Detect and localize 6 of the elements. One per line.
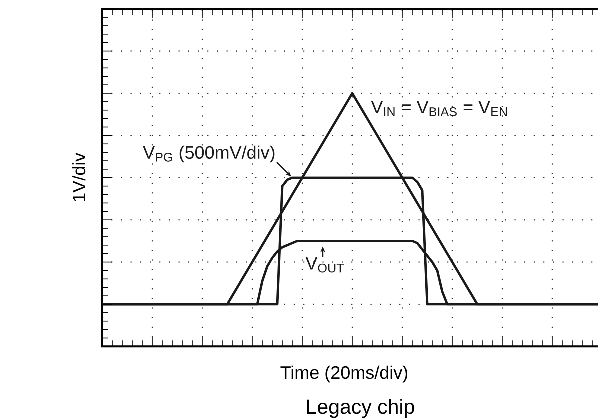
text: Legacy chip [307,399,414,418]
series-label: V$_{PG}$ (500mV/div) [143,146,275,163]
series-label: V$_{OUT}$ [306,257,344,273]
x-axis-title: Time (20ms/div) [280,366,408,383]
y-axis-title: 1V/div [72,152,86,202]
series-label: V$_{IN}$ = V$_{BIAS}$ = V$_{EN}$ [371,101,508,116]
